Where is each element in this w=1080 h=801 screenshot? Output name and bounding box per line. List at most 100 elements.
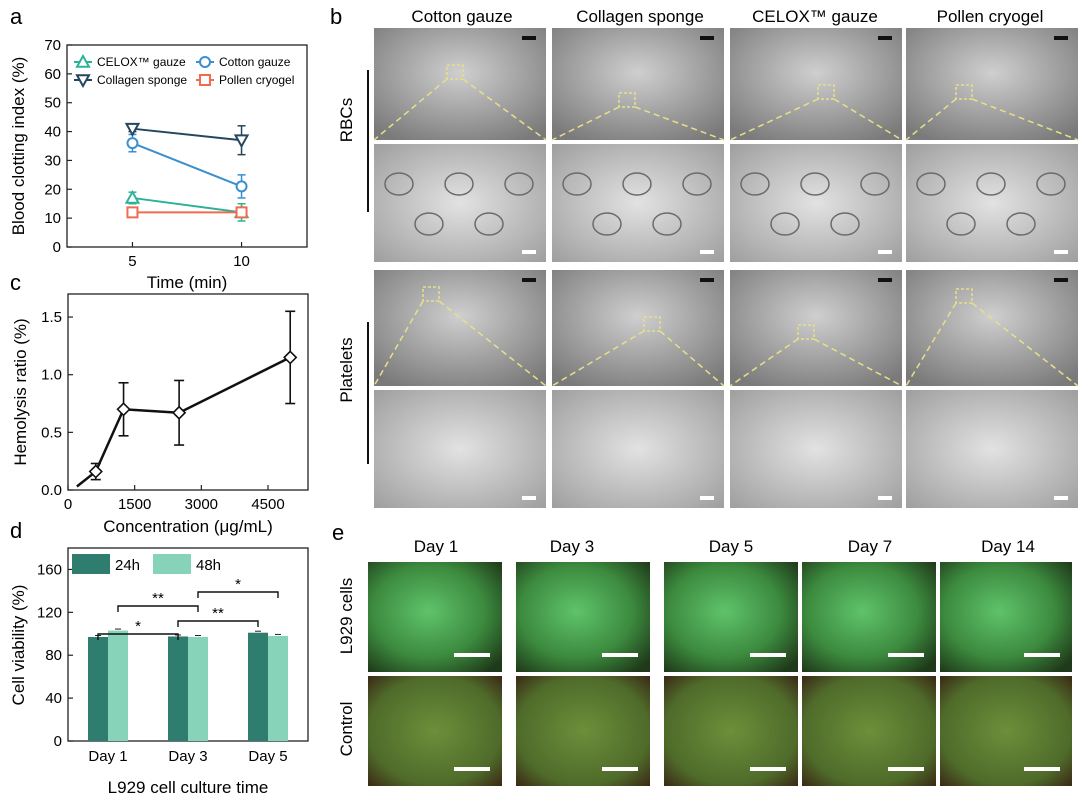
series-line-a xyxy=(132,142,242,188)
x-axis-a: 5 10 xyxy=(128,242,250,270)
b-zoom-guide xyxy=(813,338,903,387)
b-scale-bar xyxy=(1054,496,1068,500)
x-tick-label-c: 0 xyxy=(64,496,72,513)
panel-b-sem-grid: b Cotton gauze Collagen sponge CELOX™ ga… xyxy=(330,4,1079,508)
significance-label: ** xyxy=(152,590,164,607)
b-scale-bar xyxy=(1054,278,1068,282)
e-row-label-l929: L929 cells xyxy=(337,578,356,655)
y-axis-c: 0.0 0.5 1.0 1.5 xyxy=(41,309,73,499)
legend-label-a: Pollen cryogel xyxy=(219,73,294,87)
x-axis-label-c: Concentration (μg/mL) xyxy=(103,517,272,536)
b-sem-image-tile xyxy=(730,28,902,140)
e-col-title-day3: Day 3 xyxy=(550,537,594,556)
panel-letter-c: c xyxy=(10,270,21,295)
y-axis-d: 0 40 80 120 160 xyxy=(37,561,73,750)
y-tick-label-a: 50 xyxy=(44,95,61,112)
b-zoom-box xyxy=(422,286,440,302)
data-point-c xyxy=(116,402,131,417)
b-rbc-shape xyxy=(622,172,652,196)
b-rbc-shape xyxy=(830,212,860,236)
significance-bracket xyxy=(117,605,199,612)
legend-label-48h: 48h xyxy=(196,557,221,574)
y-tick-label-d: 120 xyxy=(37,604,62,621)
e-row-label-control: Control xyxy=(337,702,356,757)
legend-swatch-24h xyxy=(72,554,110,574)
b-scale-bar xyxy=(878,278,892,282)
y-tick-label-a: 30 xyxy=(44,152,61,169)
e-scale-bar xyxy=(888,767,924,771)
b-rbc-shape xyxy=(562,172,592,196)
b-scale-bar xyxy=(1054,250,1068,254)
b-sem-image-tile xyxy=(906,270,1078,386)
b-rbc-shape xyxy=(770,212,800,236)
b-rbc-shape xyxy=(444,172,474,196)
b-rbc-shape xyxy=(1036,172,1066,196)
b-sem-image-tile xyxy=(906,390,1078,508)
e-col-title-day1: Day 1 xyxy=(414,537,458,556)
bar-d-48h xyxy=(108,630,128,741)
b-zoom-guide xyxy=(659,330,725,387)
b-zoom-box xyxy=(817,84,835,100)
x-tick-label-d: Day 5 xyxy=(248,748,287,765)
y-tick-label-d: 40 xyxy=(45,690,62,707)
b-col-title-cotton: Cotton gauze xyxy=(411,7,512,26)
legend-label-24h: 24h xyxy=(115,557,140,574)
b-sem-image-tile xyxy=(552,144,724,262)
y-tick-label-a: 40 xyxy=(44,124,61,141)
legend-label-a: CELOX™ gauze xyxy=(97,55,186,69)
significance-bracket xyxy=(197,591,279,598)
b-zoom-guide xyxy=(971,302,1079,387)
b-rbc-shape xyxy=(916,172,946,196)
b-scale-bar xyxy=(522,250,536,254)
y-tick-label-a: 60 xyxy=(44,66,61,83)
panel-letter-e: e xyxy=(332,520,344,545)
b-scale-bar xyxy=(522,278,536,282)
b-sem-image-tile xyxy=(906,144,1078,262)
data-point-a xyxy=(233,134,250,149)
b-rbc-shape xyxy=(800,172,830,196)
bars-group-d xyxy=(88,628,288,741)
b-sem-image-tile xyxy=(552,270,724,386)
b-zoom-guide xyxy=(729,98,819,141)
panel-a: a 0 10 20 30 40 50 60 70 5 10 Blood clotting ind… xyxy=(9,4,308,292)
y-tick-label-a: 0 xyxy=(53,239,61,256)
y-axis-label-d: Cell viability (%) xyxy=(9,585,28,706)
b-sem-image-tile xyxy=(552,390,724,508)
significance-label: * xyxy=(235,576,241,593)
series-a-3 xyxy=(126,206,248,219)
b-rbc-shape xyxy=(860,172,890,196)
b-zoom-guide xyxy=(634,106,725,141)
significance-bracket xyxy=(177,620,259,627)
e-scale-bar xyxy=(602,767,638,771)
b-scale-bar xyxy=(700,278,714,282)
data-point-a xyxy=(124,122,141,137)
b-row-label-rbcs: RBCs xyxy=(337,98,356,142)
panel-letter-a: a xyxy=(10,4,23,29)
x-axis-label-d: L929 cell culture time xyxy=(108,778,269,797)
series-line-a xyxy=(132,196,242,214)
bar-d-48h xyxy=(268,635,288,741)
b-sem-image-tile xyxy=(374,390,546,508)
b-scale-bar xyxy=(878,36,892,40)
b-zoom-guide xyxy=(438,300,547,387)
series-line-c xyxy=(76,356,291,488)
significance-label: * xyxy=(135,618,141,635)
b-zoom-box xyxy=(955,84,973,100)
b-scale-bar xyxy=(522,496,536,500)
legend-label-a: Collagen sponge xyxy=(97,73,187,87)
data-point-a xyxy=(235,180,248,193)
bar-d-24h xyxy=(168,636,188,741)
b-sem-image-tile xyxy=(552,28,724,140)
x-tick-label-a: 10 xyxy=(233,253,250,270)
b-sem-image-tile xyxy=(730,144,902,262)
b-zoom-guide xyxy=(551,106,620,141)
legend-marker-a xyxy=(75,53,91,68)
b-zoom-guide xyxy=(833,98,903,141)
bar-d-24h xyxy=(88,636,108,741)
b-rbc-shape xyxy=(682,172,712,196)
e-scale-bar xyxy=(454,653,490,657)
y-axis-a: 0 10 20 30 40 50 60 70 xyxy=(44,37,72,256)
e-scale-bar xyxy=(750,653,786,657)
legend-label-a: Cotton gauze xyxy=(219,55,291,69)
